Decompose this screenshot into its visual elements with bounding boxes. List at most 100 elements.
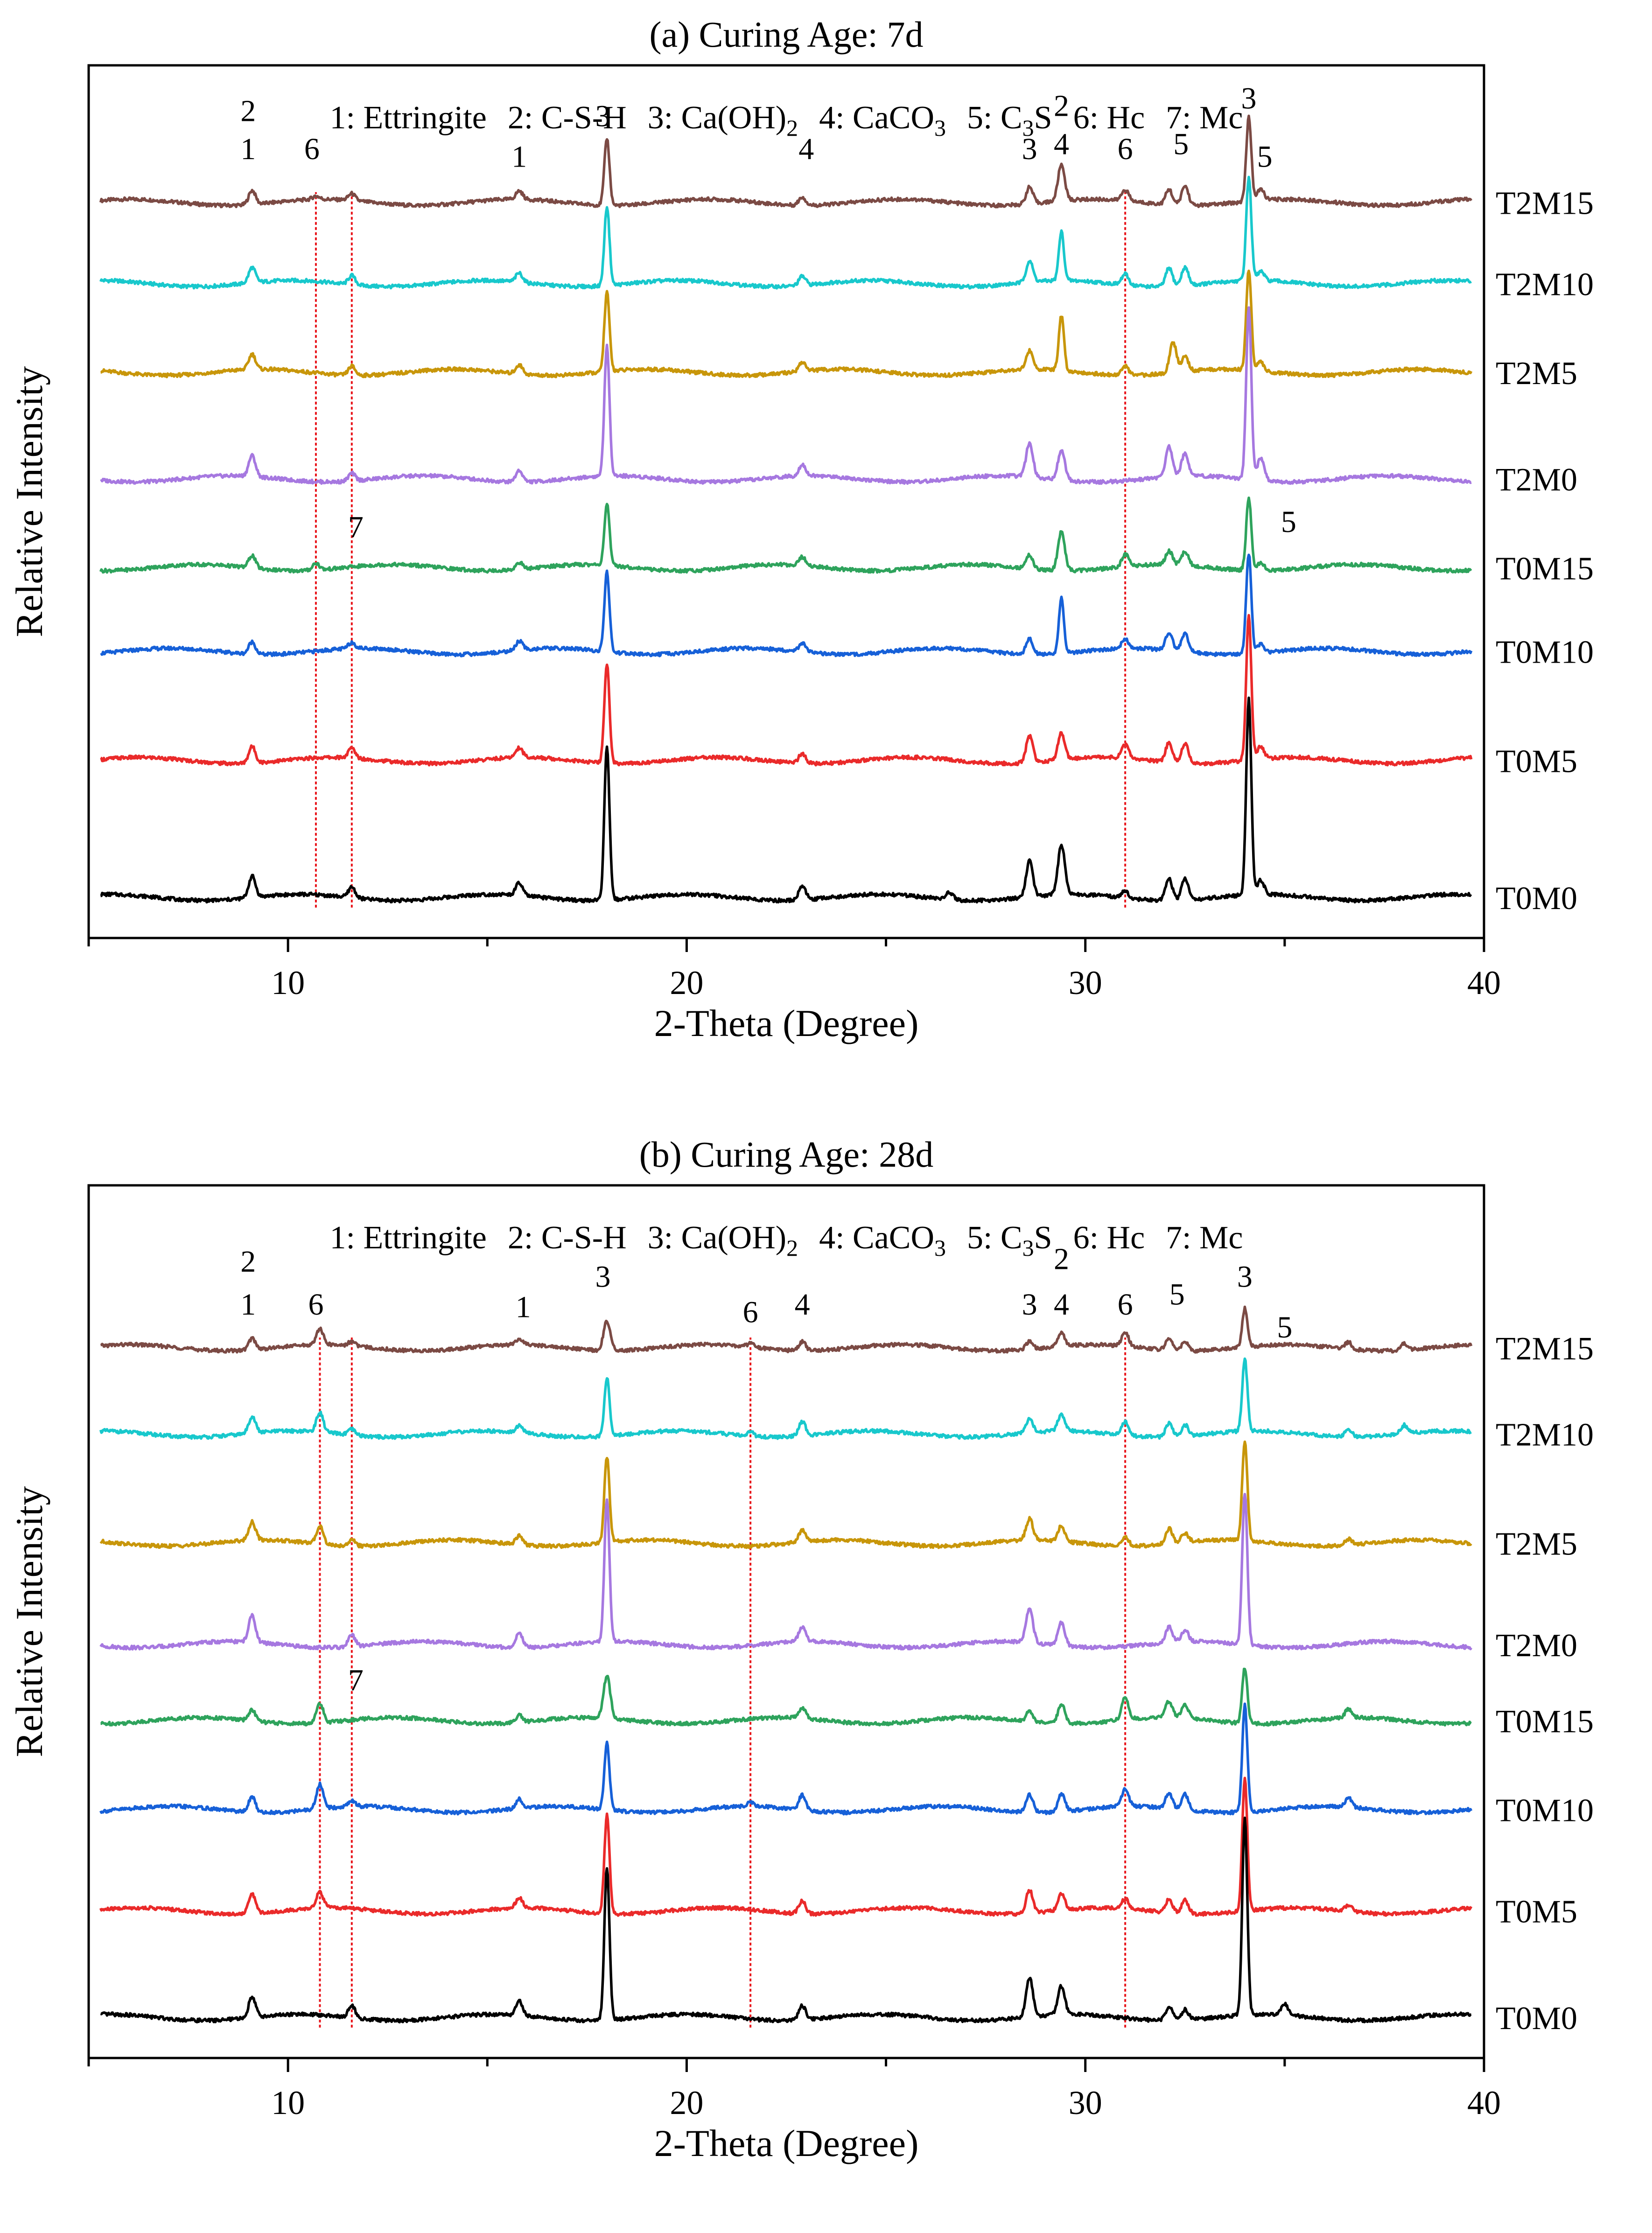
x-axis-ticks: 10 20 30 40 <box>87 2058 1501 2121</box>
x-tick-label: 40 <box>1467 964 1501 1001</box>
peak-label: 2 <box>240 1245 256 1279</box>
legend-c3s: 5: C <box>967 100 1022 136</box>
peak-label: 3 <box>595 1260 611 1294</box>
peak-label: 6 <box>308 1288 323 1322</box>
series-traces <box>99 1305 1473 2023</box>
peak-label: 4 <box>795 1288 810 1322</box>
x-axis-ticks: 10 20 30 40 <box>87 938 1501 1001</box>
peak-label: 1 <box>240 132 256 166</box>
series-line-t2m5 <box>99 1440 1472 1549</box>
x-tick-label: 40 <box>1467 2084 1501 2121</box>
series-traces <box>99 114 1473 904</box>
peak-label: 3 <box>1241 81 1256 115</box>
peak-label: 5 <box>1281 505 1296 539</box>
sample-label-t0m15: T0M15 <box>1496 1704 1594 1740</box>
y-axis-label: Relative Intensity <box>8 1486 50 1757</box>
peak-label: 2 <box>1054 1242 1069 1276</box>
series-line-t2m10 <box>99 175 1472 290</box>
sample-label-t0m10: T0M10 <box>1496 1792 1594 1828</box>
series-line-t2m0 <box>99 1492 1473 1651</box>
legend-mc: 7: Mc <box>1166 100 1243 136</box>
x-axis-label: 2-Theta (Degree) <box>654 2122 919 2164</box>
series-line-t0m0 <box>100 696 1472 904</box>
legend-csh: 2: C-S-H <box>508 1220 627 1256</box>
legend-caoh2: 3: Ca(OH) <box>648 1220 786 1256</box>
y-axis-label: Relative Intensity <box>8 366 50 637</box>
sample-label-t2m15: T2M15 <box>1496 186 1594 222</box>
legend-csh: 2: C-S-H <box>508 100 627 136</box>
series-line-t0m10 <box>100 553 1473 658</box>
sample-label-t0m0: T0M0 <box>1496 2001 1577 2037</box>
panel-b-28d: (b) Curing Age: 28d 1: Ettringite 2: C-S-… <box>8 1134 1594 2164</box>
sample-label-t2m15: T2M15 <box>1496 1331 1594 1367</box>
peak-label: 4 <box>1054 127 1069 161</box>
series-line-t0m5 <box>100 614 1473 767</box>
sample-label-t0m10: T0M10 <box>1496 635 1594 671</box>
peak-label: 3 <box>1022 1288 1037 1322</box>
series-line-t0m10 <box>99 1702 1473 1816</box>
legend-ettringite: 1: Ettringite <box>330 100 487 136</box>
peak-label: 3 <box>595 99 611 133</box>
sample-label-t2m5: T2M5 <box>1496 356 1577 392</box>
legend-mc: 7: Mc <box>1166 1220 1243 1256</box>
peak-label: 6 <box>304 132 320 166</box>
x-tick-label: 20 <box>670 2084 703 2121</box>
sample-label-t2m10: T2M10 <box>1496 1417 1594 1453</box>
sample-label-t2m0: T2M0 <box>1496 1628 1577 1664</box>
legend-hc: 6: Hc <box>1073 100 1145 136</box>
peak-label: 4 <box>1054 1288 1069 1322</box>
legend-caoh2: 3: Ca(OH) <box>648 100 786 136</box>
sample-label-t0m0: T0M0 <box>1496 881 1577 917</box>
peak-label: 6 <box>1118 132 1133 166</box>
peak-label: 2 <box>1054 89 1069 123</box>
peak-label: 6 <box>1118 1288 1133 1322</box>
peak-label: 5 <box>1169 1277 1185 1311</box>
phase-legend: 1: Ettringite 2: C-S-H 3: Ca(OH)2 4: CaCO3 5… <box>330 100 1243 141</box>
reference-lines <box>319 1337 1127 2028</box>
x-tick-label: 30 <box>1069 964 1102 1001</box>
sample-label-t2m10: T2M10 <box>1496 267 1594 303</box>
peak-label: 5 <box>1257 140 1273 174</box>
legend-caco3: 4: CaCO <box>819 100 934 136</box>
peak-label: 3 <box>1022 132 1037 166</box>
plot-frame <box>87 1184 1485 2059</box>
x-tick-label: 20 <box>670 964 703 1001</box>
plot-frame <box>87 64 1485 939</box>
series-line-t2m15 <box>99 114 1473 209</box>
series-line-t0m15 <box>100 1667 1472 1727</box>
sample-label-t2m5: T2M5 <box>1496 1526 1577 1562</box>
peak-label: 7 <box>348 510 364 544</box>
peak-label: 1 <box>516 1290 531 1324</box>
peak-label: 1 <box>511 140 527 174</box>
sample-labels: T2M15 T2M10 T2M5 T2M0 T0M15 T0M10 T0M5 T0M0 <box>1496 186 1594 917</box>
peak-label: 5 <box>1173 127 1189 161</box>
panel-a-7d: (a) Curing Age: 7d 1: Ettringite 2: C-S-H… <box>8 14 1594 1044</box>
legend-c3s: 5: C <box>967 1220 1022 1256</box>
series-line-t0m5 <box>99 1777 1473 1917</box>
sample-labels: T2M15 T2M10 T2M5 T2M0 T0M15 T0M10 T0M5 T0M0 <box>1496 1331 1594 2037</box>
x-tick-label: 10 <box>271 964 305 1001</box>
chart-title: (b) Curing Age: 28d <box>639 1134 933 1175</box>
legend-ettringite: 1: Ettringite <box>330 1220 487 1256</box>
legend-hc: 6: Hc <box>1073 1220 1145 1256</box>
sample-label-t0m5: T0M5 <box>1496 1894 1577 1930</box>
series-line-t2m10 <box>99 1357 1472 1440</box>
peak-label: 1 <box>240 1288 256 1322</box>
peak-label: 3 <box>1237 1260 1253 1294</box>
x-tick-label: 30 <box>1069 2084 1102 2121</box>
phase-legend: 1: Ettringite 2: C-S-H 3: Ca(OH)2 4: CaCO3 5… <box>330 1220 1243 1261</box>
x-axis-label: 2-Theta (Degree) <box>654 1002 919 1044</box>
sample-label-t0m5: T0M5 <box>1496 743 1577 779</box>
x-tick-label: 10 <box>271 2084 305 2121</box>
peak-label: 2 <box>240 94 256 128</box>
series-line-t2m5 <box>100 269 1473 378</box>
reference-lines <box>315 192 1127 908</box>
sample-label-t0m15: T0M15 <box>1496 551 1594 587</box>
series-line-t0m0 <box>100 1816 1472 2023</box>
series-line-t2m0 <box>100 306 1472 485</box>
peak-label: 4 <box>798 132 814 166</box>
sample-label-t2m0: T2M0 <box>1496 462 1577 498</box>
